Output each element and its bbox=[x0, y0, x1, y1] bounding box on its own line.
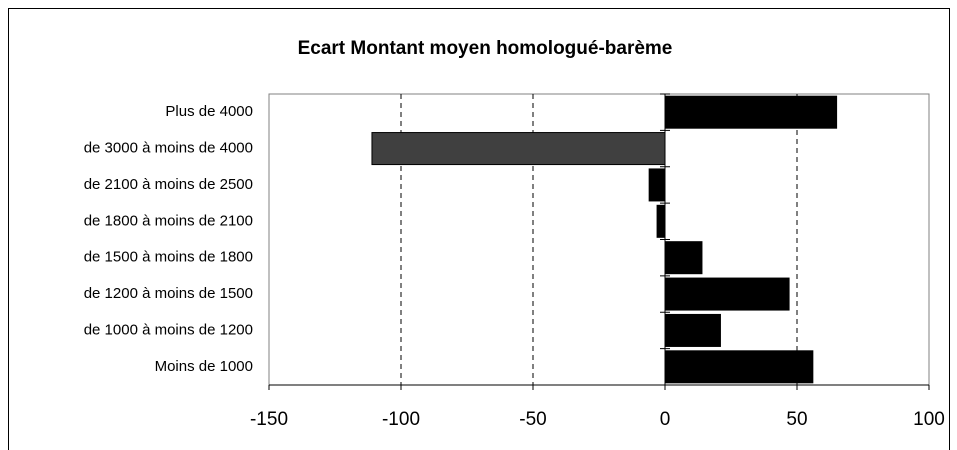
bar bbox=[648, 168, 666, 202]
x-tick-label: 100 bbox=[913, 409, 945, 430]
y-tick-label: de 1500 à moins de 1800 bbox=[84, 249, 253, 266]
bar bbox=[664, 241, 703, 275]
y-tick-label: de 2100 à moins de 2500 bbox=[84, 176, 253, 193]
y-tick-label: de 3000 à moins de 4000 bbox=[84, 140, 253, 157]
bar bbox=[664, 313, 721, 347]
bar bbox=[371, 132, 666, 166]
y-tick-label: de 1800 à moins de 2100 bbox=[84, 212, 253, 229]
x-tick-label: -100 bbox=[382, 409, 420, 430]
x-tick-label: 50 bbox=[786, 409, 807, 430]
y-tick-label: Moins de 1000 bbox=[155, 358, 253, 375]
bar bbox=[664, 95, 838, 129]
x-tick-label: 0 bbox=[660, 409, 671, 430]
x-tick-label: -50 bbox=[519, 409, 546, 430]
bar bbox=[664, 350, 814, 384]
y-tick-label: Plus de 4000 bbox=[165, 103, 253, 120]
bar bbox=[664, 277, 790, 311]
chart-title: Ecart Montant moyen homologué-barème bbox=[298, 38, 673, 59]
y-tick-label: de 1000 à moins de 1200 bbox=[84, 321, 253, 338]
bar bbox=[656, 204, 666, 238]
x-tick-label: -150 bbox=[250, 409, 288, 430]
y-tick-label: de 1200 à moins de 1500 bbox=[84, 285, 253, 302]
